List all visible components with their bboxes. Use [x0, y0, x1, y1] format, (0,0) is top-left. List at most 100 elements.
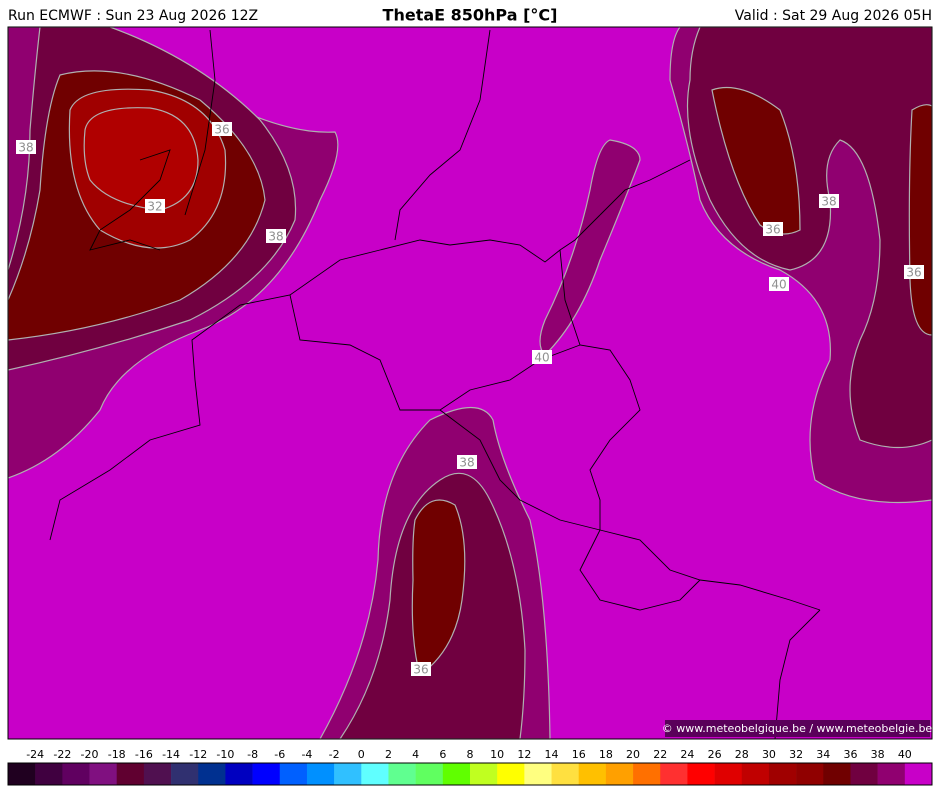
- colorbar-label: 38: [871, 748, 885, 761]
- contour-label-box: [266, 229, 286, 243]
- contour-label-box: [16, 140, 36, 154]
- colorbar-frame: [7, 762, 933, 786]
- contour-label-box: [819, 194, 839, 208]
- contour-labels: 38 36 32 38 36 38 36 40 40 38 36: [16, 122, 924, 677]
- contour-area: [411, 499, 466, 676]
- run-info: Run ECMWF : Sun 23 Aug 2026 12Z: [8, 8, 258, 24]
- colorbar-swatch: [877, 763, 906, 785]
- colorbar-swatch: [388, 763, 416, 785]
- contour-label: 40: [534, 351, 549, 365]
- colorbar-label: -22: [53, 748, 71, 761]
- map-frame: [7, 26, 933, 740]
- colorbar-swatch: [252, 763, 281, 785]
- colorbar-label: 36: [843, 748, 857, 761]
- contour-label: 36: [413, 663, 428, 677]
- colorbar-swatch: [361, 763, 389, 785]
- coastline: [89, 149, 171, 251]
- contour-label-box: [212, 122, 232, 136]
- colorbar-label: -12: [189, 748, 207, 761]
- colorbar-swatch: [415, 763, 444, 785]
- colorbar-swatch: [8, 763, 36, 785]
- contour-label: 32: [147, 200, 162, 214]
- credit-box: [665, 720, 930, 737]
- contour-label-box: [145, 199, 165, 213]
- colorbar-label: 4: [412, 748, 419, 761]
- border: [579, 529, 701, 611]
- colorbar-label: 2: [385, 748, 392, 761]
- colorbar-label: 14: [545, 748, 559, 761]
- colorbar-swatch: [823, 763, 851, 785]
- colorbar-swatch: [143, 763, 172, 785]
- colorbar-swatch: [116, 763, 145, 785]
- contour-label: 38: [18, 141, 33, 155]
- colorbar-label: 30: [762, 748, 776, 761]
- contour-label: 36: [214, 123, 229, 137]
- contour-label: 38: [821, 195, 836, 209]
- coastline: [49, 214, 601, 541]
- colorbar-swatch: [524, 763, 552, 785]
- contour-label: 36: [765, 223, 780, 237]
- colorbar-label: -20: [81, 748, 99, 761]
- colorbar-swatch: [306, 763, 335, 785]
- colorbar-label: -6: [274, 748, 285, 761]
- colorbar-label: 8: [467, 748, 474, 761]
- contour-area: [83, 107, 199, 211]
- colorbar-swatch: [850, 763, 878, 785]
- colorbar-label: 26: [708, 748, 722, 761]
- map-title: ThetaE 850hPa [°C]: [383, 6, 558, 25]
- colorbar-swatch: [171, 763, 199, 785]
- colorbar-swatch: [714, 763, 743, 785]
- colorbar-label: -10: [216, 748, 234, 761]
- colorbar-swatch: [35, 763, 63, 785]
- colorbar-swatch: [633, 763, 661, 785]
- valid-info: Valid : Sat 29 Aug 2026 05H: [735, 8, 932, 24]
- colorbar-swatch: [551, 763, 580, 785]
- colorbar-swatch: [279, 763, 308, 785]
- colorbar-label: 22: [653, 748, 667, 761]
- coastline: [184, 29, 216, 216]
- contour-label: 40: [771, 278, 786, 292]
- colorbar-label: 24: [680, 748, 694, 761]
- colorbar-label: 20: [626, 748, 640, 761]
- border: [559, 249, 641, 530]
- contour-label: 38: [459, 456, 474, 470]
- colorbar-label: -2: [329, 748, 340, 761]
- colorbar-swatch: [741, 763, 770, 785]
- contour-label-box: [904, 265, 924, 279]
- colorbar-swatch: [904, 763, 933, 785]
- colorbar-swatch: [768, 763, 797, 785]
- colorbar-label: -18: [108, 748, 126, 761]
- colorbar-label: -24: [26, 748, 44, 761]
- coastline: [394, 29, 491, 241]
- colorbar-swatch: [796, 763, 824, 785]
- colorbar-label: 18: [599, 748, 613, 761]
- colorbar-swatch: [89, 763, 118, 785]
- colorbar-label: 10: [490, 748, 504, 761]
- colorbar-swatch: [470, 763, 498, 785]
- colorbar-swatch: [334, 763, 362, 785]
- contour-area: [908, 104, 932, 336]
- credit: © www.meteobelgique.be / www.meteobelgie…: [662, 722, 933, 735]
- contour-label-box: [763, 222, 783, 236]
- contour-label-box: [769, 277, 789, 291]
- map: 38 36 32 38 36 38 36 40 40 38 36 © www.meteobelgiq…: [8, 27, 932, 739]
- border: [774, 609, 821, 739]
- colorbar-swatch: [442, 763, 471, 785]
- colorbar-label: 6: [439, 748, 446, 761]
- colorbar-label: 0: [358, 748, 365, 761]
- border: [439, 344, 581, 411]
- contour-area: [711, 86, 801, 235]
- colorbar-label: 32: [789, 748, 803, 761]
- colorbar-label: 34: [816, 748, 830, 761]
- colorbar-label: 40: [898, 748, 912, 761]
- colorbar-label: -8: [247, 748, 258, 761]
- contour-label: 36: [906, 266, 921, 280]
- colorbar-label: -16: [135, 748, 153, 761]
- contour-label-box: [457, 455, 477, 469]
- colorbar-swatch: [605, 763, 634, 785]
- colorbar-label: 12: [517, 748, 531, 761]
- colorbar-label: 28: [735, 748, 749, 761]
- colorbar-swatch: [62, 763, 90, 785]
- colorbar: -24 -22 -20 -18 -16 -14 -12 -10 -8 -6 -4 -2 0 2 4 6 8 10 1…: [7, 748, 933, 786]
